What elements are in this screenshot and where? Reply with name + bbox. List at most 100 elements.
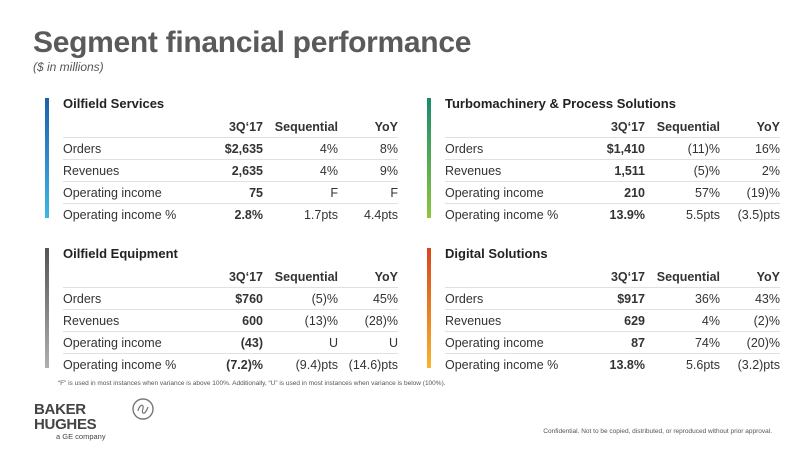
table-header-row: 3Q‘17 Sequential YoY (63, 116, 398, 138)
value-sequential: 5.6pts (645, 353, 720, 375)
table-row: Orders $917 36% 43% (445, 287, 780, 310)
value-sequential: (5)% (645, 159, 720, 182)
table-row: Operating income (43) U U (63, 331, 398, 354)
table-row: Revenues 1,511 (5)% 2% (445, 159, 780, 182)
value-quarter: 87 (585, 331, 645, 354)
logo-line1: BAKER (34, 401, 86, 418)
logo-tagline: a GE company (56, 432, 106, 441)
value-quarter: $1,410 (585, 137, 645, 160)
value-yoy: (3.5)pts (720, 203, 780, 225)
footnote: “F” is used in most instances when varia… (58, 380, 446, 387)
table-row: Operating income 75 F F (63, 181, 398, 204)
column-header: Sequential (656, 269, 720, 284)
value-yoy: (19)% (720, 181, 780, 204)
row-label: Operating income % (445, 203, 585, 225)
company-logo: BAKER HUGHES a GE company (34, 402, 106, 441)
value-yoy: (14.6)pts (338, 353, 398, 375)
value-quarter: 600 (203, 309, 263, 332)
value-yoy: 45% (338, 287, 398, 310)
value-quarter: 210 (585, 181, 645, 204)
value-yoy: 9% (338, 159, 398, 182)
column-header: 3Q‘17 (228, 119, 263, 134)
row-label: Orders (445, 137, 585, 160)
value-quarter: 1,511 (585, 159, 645, 182)
value-sequential: 4% (263, 159, 338, 182)
value-quarter: 629 (585, 309, 645, 332)
value-yoy: (2)% (720, 309, 780, 332)
value-sequential: 57% (645, 181, 720, 204)
row-label: Operating income % (445, 353, 585, 375)
row-label: Revenues (445, 309, 585, 332)
column-header: Sequential (274, 119, 338, 134)
value-sequential: U (263, 331, 338, 354)
value-quarter: $917 (585, 287, 645, 310)
value-yoy: 4.4pts (338, 203, 398, 225)
row-label: Operating income (445, 181, 585, 204)
value-yoy: (28)% (338, 309, 398, 332)
row-label: Operating income (63, 181, 203, 204)
value-sequential: F (263, 181, 338, 204)
row-label: Orders (445, 287, 585, 310)
value-sequential: 74% (645, 331, 720, 354)
value-sequential: (11)% (645, 137, 720, 160)
row-label: Revenues (63, 309, 203, 332)
table-header-row: 3Q‘17 Sequential YoY (445, 116, 780, 138)
page-title: Segment financial performance (33, 26, 472, 59)
segment-title: Oilfield Services (63, 96, 165, 111)
value-quarter: 2,635 (203, 159, 263, 182)
segment-title: Digital Solutions (445, 246, 548, 261)
column-header: YoY (374, 269, 398, 284)
column-header: Sequential (274, 269, 338, 284)
table-row: Revenues 2,635 4% 9% (63, 159, 398, 182)
value-sequential: 4% (263, 137, 338, 160)
table-row: Orders $760 (5)% 45% (63, 287, 398, 310)
value-sequential: (5)% (263, 287, 338, 310)
row-label: Operating income (445, 331, 585, 354)
row-label: Orders (63, 287, 203, 310)
table-row: Revenues 629 4% (2)% (445, 309, 780, 332)
header-blank (63, 116, 203, 138)
segment-table: 3Q‘17 Sequential YoY Orders $2,635 4% 8% Revenu… (63, 116, 398, 225)
column-header: YoY (756, 269, 780, 284)
value-yoy: F (338, 181, 398, 204)
column-header: 3Q‘17 (228, 269, 263, 284)
value-sequential: (13)% (263, 309, 338, 332)
table-row: Operating income % 13.8% 5.6pts (3.2)pts (445, 353, 780, 375)
row-label: Operating income % (63, 353, 203, 375)
table-row: Orders $2,635 4% 8% (63, 137, 398, 160)
segment-table: 3Q‘17 Sequential YoY Orders $917 36% 43% Revenu… (445, 266, 780, 375)
column-header: YoY (374, 119, 398, 134)
value-yoy: 43% (720, 287, 780, 310)
value-quarter: 13.9% (585, 203, 645, 225)
table-row: Operating income 210 57% (19)% (445, 181, 780, 204)
table-row: Operating income 87 74% (20)% (445, 331, 780, 354)
column-header: Sequential (656, 119, 720, 134)
segment-color-bar (427, 98, 431, 218)
value-yoy: 16% (720, 137, 780, 160)
value-quarter: $760 (203, 287, 263, 310)
segment-title: Oilfield Equipment (63, 246, 178, 261)
ge-monogram-icon (132, 398, 154, 420)
value-yoy: 2% (720, 159, 780, 182)
value-yoy: (3.2)pts (720, 353, 780, 375)
column-header: YoY (756, 119, 780, 134)
value-sequential: 5.5pts (645, 203, 720, 225)
value-yoy: U (338, 331, 398, 354)
table-row: Operating income % 13.9% 5.5pts (3.5)pts (445, 203, 780, 225)
page-subtitle: ($ in millions) (33, 60, 104, 74)
value-sequential: 36% (645, 287, 720, 310)
value-yoy: 8% (338, 137, 398, 160)
column-header: 3Q‘17 (610, 119, 645, 134)
table-row: Revenues 600 (13)% (28)% (63, 309, 398, 332)
row-label: Revenues (445, 159, 585, 182)
value-sequential: 1.7pts (263, 203, 338, 225)
value-quarter: (43) (203, 331, 263, 354)
segment-table: 3Q‘17 Sequential YoY Orders $1,410 (11)% 16% Re… (445, 116, 780, 225)
value-yoy: (20)% (720, 331, 780, 354)
value-quarter: 75 (203, 181, 263, 204)
header-blank (445, 266, 585, 288)
row-label: Operating income % (63, 203, 203, 225)
segment-table: 3Q‘17 Sequential YoY Orders $760 (5)% 45% Reven… (63, 266, 398, 375)
row-label: Operating income (63, 331, 203, 354)
table-row: Operating income % (7.2)% (9.4)pts (14.6)pt… (63, 353, 398, 375)
